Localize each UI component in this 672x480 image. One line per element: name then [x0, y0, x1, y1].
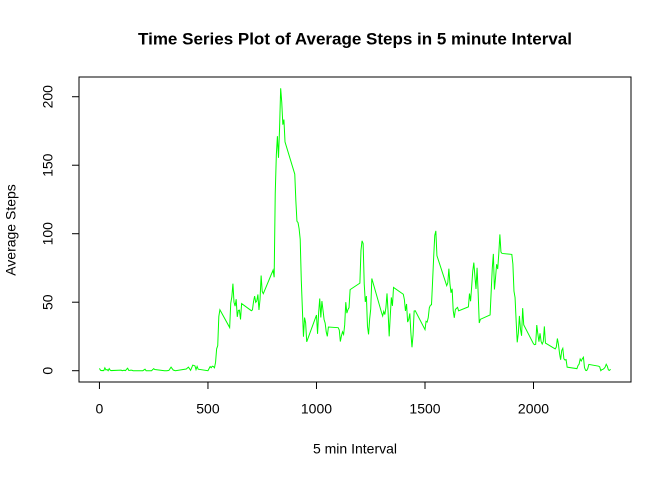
x-axis-label: 5 min Interval: [313, 441, 397, 457]
chart-title: Time Series Plot of Average Steps in 5 m…: [138, 29, 572, 48]
y-tick-label: 150: [40, 153, 56, 177]
x-tick-label: 500: [196, 401, 220, 417]
y-tick-label: 200: [40, 85, 56, 109]
y-tick-label: 0: [40, 367, 56, 375]
x-tick-label: 1000: [301, 401, 332, 417]
y-tick-label: 50: [40, 294, 56, 310]
x-tick-label: 1500: [409, 401, 440, 417]
plot-frame: [78, 76, 632, 383]
data-line: [99, 88, 611, 372]
x-tick-label: 0: [96, 401, 104, 417]
x-tick-label: 2000: [518, 401, 549, 417]
y-axis-label: Average Steps: [3, 184, 19, 276]
y-tick-label: 100: [40, 222, 56, 246]
